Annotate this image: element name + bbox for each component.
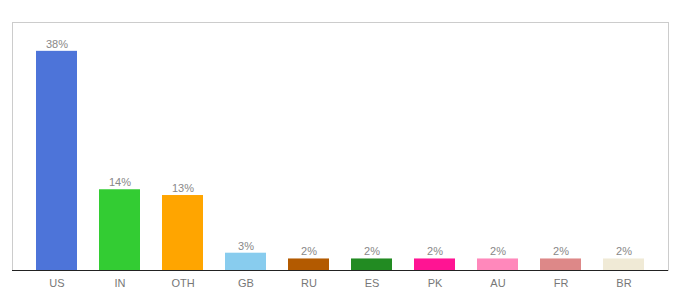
svg-text:IN: IN bbox=[115, 277, 126, 289]
svg-text:GB: GB bbox=[238, 277, 254, 289]
svg-text:3%: 3% bbox=[238, 240, 254, 252]
svg-text:FR: FR bbox=[554, 277, 569, 289]
svg-text:OTH: OTH bbox=[171, 277, 194, 289]
svg-text:2%: 2% bbox=[364, 245, 380, 257]
svg-text:2%: 2% bbox=[427, 245, 443, 257]
svg-text:BR: BR bbox=[616, 277, 631, 289]
svg-text:2%: 2% bbox=[490, 245, 506, 257]
svg-text:ES: ES bbox=[365, 277, 380, 289]
svg-text:AU: AU bbox=[490, 277, 505, 289]
svg-text:2%: 2% bbox=[616, 245, 632, 257]
svg-text:14%: 14% bbox=[109, 176, 131, 188]
svg-text:RU: RU bbox=[301, 277, 317, 289]
svg-text:13%: 13% bbox=[172, 182, 194, 194]
svg-text:PK: PK bbox=[428, 277, 443, 289]
svg-text:US: US bbox=[49, 277, 64, 289]
svg-text:2%: 2% bbox=[553, 245, 569, 257]
svg-text:2%: 2% bbox=[301, 245, 317, 257]
svg-text:38%: 38% bbox=[46, 38, 68, 50]
